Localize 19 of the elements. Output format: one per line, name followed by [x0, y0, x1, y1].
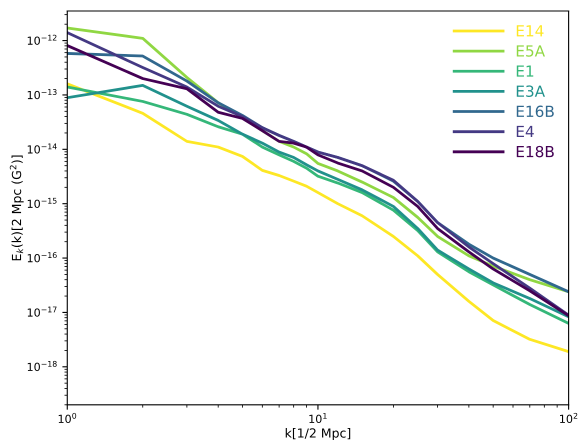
y-tick-label: 10$^{−15}$	[28, 198, 57, 208]
legend-label: E14	[516, 25, 544, 36]
legend-label: E18B	[516, 146, 554, 158]
legend-label: E16B	[516, 106, 554, 118]
y-tick-label: 10$^{−17}$	[28, 306, 57, 317]
legend-label: E1	[516, 65, 534, 77]
y-tick-label: 10$^{−18}$	[28, 360, 57, 372]
y-tick-label: 10$^{−13}$	[28, 89, 57, 100]
y-axis-title: E$_{k}$(k)[2 Mpc (G$^{2}$)]	[10, 155, 24, 260]
y-tick-label: 10$^{−12}$	[28, 34, 56, 45]
x-tick-label: 10$^{0}$	[58, 412, 76, 424]
legend-label: E5A	[516, 45, 545, 57]
y-tick-label: 10$^{−14}$	[28, 144, 57, 154]
y-tick-label: 10$^{−16}$	[28, 252, 57, 262]
x-tick-label: 10$^{1}$	[309, 412, 327, 424]
legend-label: E3A	[516, 85, 545, 97]
x-tick-label: 10$^{2}$	[560, 412, 578, 424]
x-axis-title: k[1/2 Mpc]	[286, 428, 350, 440]
legend-label: E4	[516, 126, 534, 138]
